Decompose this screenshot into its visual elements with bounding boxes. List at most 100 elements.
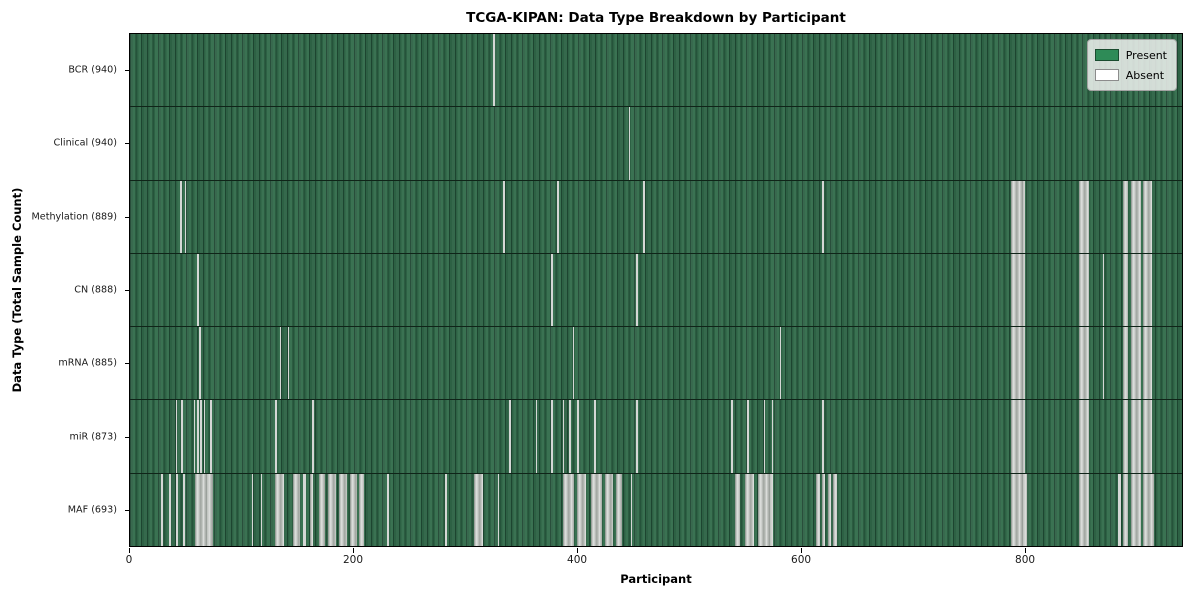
absent-band — [1122, 473, 1129, 546]
heatmap-row-mrna — [130, 326, 1182, 400]
x-tick-label: 400 — [567, 554, 588, 566]
absent-band — [593, 400, 596, 473]
absent-band — [474, 473, 484, 546]
heatmap-row-clinical — [130, 106, 1182, 180]
heatmap-row-maf — [130, 472, 1182, 546]
absent-band — [731, 400, 734, 473]
y-tick-mark — [125, 436, 129, 438]
x-tick-mark — [353, 548, 355, 553]
y-tick-mark — [125, 363, 129, 365]
absent-band — [630, 473, 633, 546]
absent-band — [1118, 473, 1121, 546]
absent-band — [303, 473, 306, 546]
absent-band — [590, 473, 602, 546]
absent-band — [636, 400, 639, 473]
absent-band — [643, 180, 645, 253]
absent-band — [1142, 473, 1155, 546]
absent-band — [1010, 180, 1026, 253]
x-tick-mark — [129, 548, 130, 553]
heatmap-rows — [130, 34, 1182, 546]
y-tick-label-maf: MAF (693) — [67, 504, 117, 516]
absent-band — [1010, 473, 1027, 546]
absent-band — [175, 400, 178, 473]
y-tick-mark — [125, 510, 129, 512]
absent-band — [833, 473, 837, 546]
absent-band — [1122, 400, 1129, 473]
absent-band — [182, 473, 185, 546]
absent-band — [503, 180, 505, 253]
absent-band — [275, 473, 285, 546]
absent-band — [445, 473, 447, 546]
x-tick-label: 600 — [791, 554, 812, 566]
y-tick-label-cn: CN (888) — [74, 284, 117, 296]
absent-band — [312, 400, 314, 473]
absent-band — [497, 473, 500, 546]
absent-band — [1130, 253, 1141, 327]
absent-band — [744, 473, 754, 546]
absent-band — [275, 400, 277, 473]
absent-band — [758, 473, 773, 546]
absent-band — [1079, 327, 1090, 400]
absent-band — [816, 473, 820, 546]
absent-band — [200, 400, 203, 473]
absent-band — [1079, 473, 1090, 546]
y-tick-label-clinical: Clinical (940) — [53, 137, 117, 149]
legend-label-present: Present — [1125, 48, 1167, 62]
absent-band — [1010, 400, 1026, 473]
absent-band — [616, 473, 622, 546]
x-tick-mark — [1025, 548, 1027, 553]
y-tick-mark — [125, 69, 129, 71]
absent-band — [628, 107, 631, 180]
absent-band — [279, 327, 282, 400]
absent-band — [535, 400, 538, 473]
absent-band — [1142, 180, 1152, 253]
absent-band — [161, 473, 163, 546]
absent-band — [822, 400, 824, 473]
absent-band — [197, 400, 199, 473]
absent-band — [1079, 400, 1090, 473]
y-tick-label-methylation: Methylation (889) — [31, 211, 117, 223]
absent-band — [193, 400, 196, 473]
x-tick-label: 200 — [342, 554, 364, 566]
absent-band — [1079, 253, 1090, 327]
absent-band — [734, 473, 741, 546]
plot-area: Present Absent — [129, 33, 1183, 547]
y-tick-mark — [125, 290, 129, 291]
absent-band — [203, 400, 206, 473]
y-tick-label-mrna: mRNA (885) — [58, 357, 117, 369]
x-tick-mark — [801, 548, 803, 553]
y-tick-mark — [125, 216, 129, 218]
absent-band — [763, 400, 766, 473]
absent-band — [260, 473, 263, 546]
absent-band — [569, 400, 571, 473]
absent-band — [827, 473, 831, 546]
absent-band — [1142, 400, 1152, 473]
heatmap-row-cn — [130, 252, 1182, 327]
absent-band — [577, 400, 579, 473]
y-tick-label-mir: miR (873) — [69, 431, 117, 443]
absent-band — [605, 473, 613, 546]
absent-band — [293, 473, 300, 546]
y-tick-mark — [125, 143, 129, 145]
absent-band — [210, 400, 213, 473]
absent-band — [562, 400, 565, 473]
absent-band — [1130, 180, 1141, 253]
absent-band — [175, 473, 179, 546]
absent-band — [747, 400, 749, 473]
absent-band — [636, 253, 639, 327]
absent-band — [251, 473, 254, 546]
x-axis: 0 200 400 600 800 — [125, 547, 1183, 573]
absent-band — [169, 473, 171, 546]
absent-band — [194, 473, 213, 546]
absent-band — [197, 253, 199, 327]
x-tick-label: 0 — [125, 554, 133, 566]
absent-band — [181, 400, 184, 473]
x-tick-label: 800 — [1015, 554, 1036, 566]
legend: Present Absent — [1086, 39, 1177, 91]
x-axis-label: Participant — [620, 572, 692, 586]
absent-band — [1010, 327, 1026, 400]
absent-band — [493, 34, 495, 107]
absent-band — [551, 400, 554, 473]
absent-band — [557, 180, 559, 253]
